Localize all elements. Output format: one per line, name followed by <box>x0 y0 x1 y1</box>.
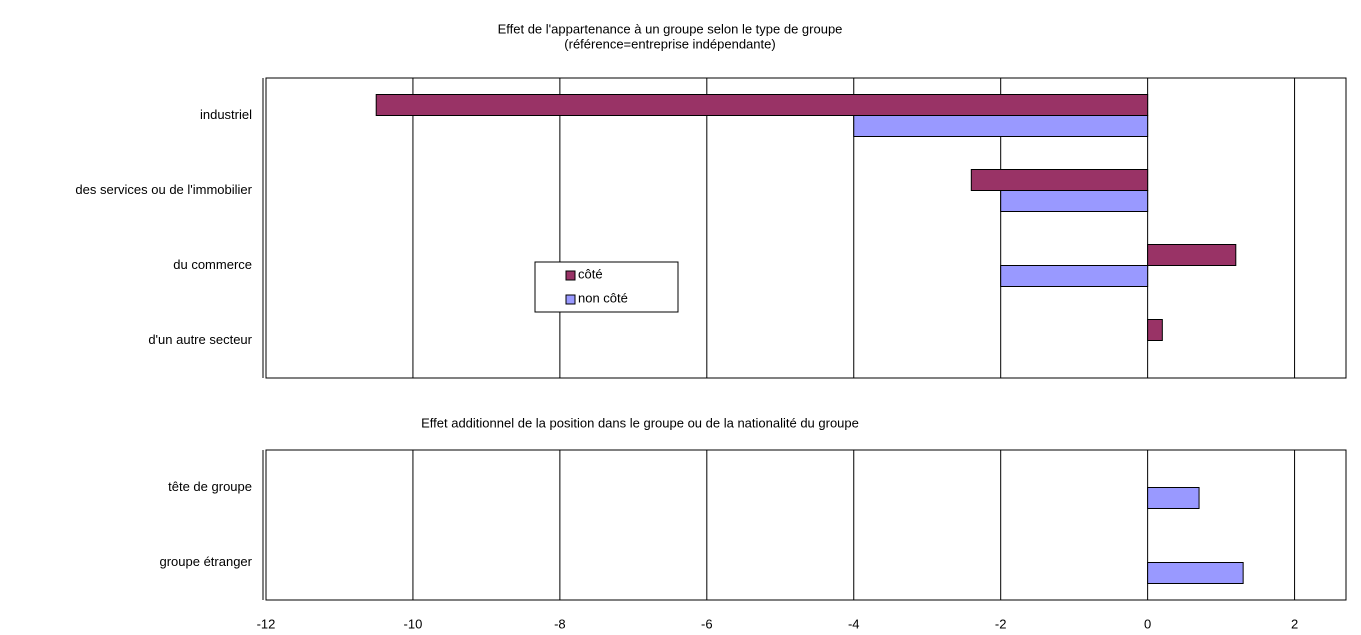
x-tick-label: -10 <box>404 616 423 631</box>
legend-swatch <box>565 270 576 281</box>
bar <box>1147 319 1163 341</box>
y-tick-label: des services ou de l'immobilier <box>75 182 252 197</box>
x-tick-label: -4 <box>848 616 860 631</box>
x-tick-label: -12 <box>257 616 276 631</box>
bar <box>1147 487 1200 509</box>
bar <box>375 94 1149 116</box>
legend-label: côté <box>578 266 603 281</box>
bar <box>970 169 1149 191</box>
bar <box>1000 190 1149 212</box>
chart-title: Effet de l'appartenance à un groupe selo… <box>498 21 843 36</box>
x-tick-label: -2 <box>995 616 1007 631</box>
y-tick-label: d'un autre secteur <box>148 332 252 347</box>
y-tick-label: industriel <box>200 107 252 122</box>
plot-area <box>265 77 1347 379</box>
y-tick-label: du commerce <box>173 257 252 272</box>
y-tick-label: groupe étranger <box>159 554 252 569</box>
x-tick-label: 2 <box>1291 616 1298 631</box>
bar <box>1147 244 1237 266</box>
legend-swatch <box>565 294 576 305</box>
bar <box>853 115 1149 137</box>
legend-label: non côté <box>578 290 628 305</box>
chart-subtitle: (référence=entreprise indépendante) <box>564 36 775 51</box>
legend-box <box>534 261 679 313</box>
x-tick-label: -6 <box>701 616 713 631</box>
bar <box>1000 265 1149 287</box>
y-tick-label: tête de groupe <box>168 479 252 494</box>
bar <box>1147 562 1244 584</box>
chart-title: Effet additionnel de la position dans le… <box>421 415 859 430</box>
x-tick-label: -8 <box>554 616 566 631</box>
x-tick-label: 0 <box>1144 616 1151 631</box>
